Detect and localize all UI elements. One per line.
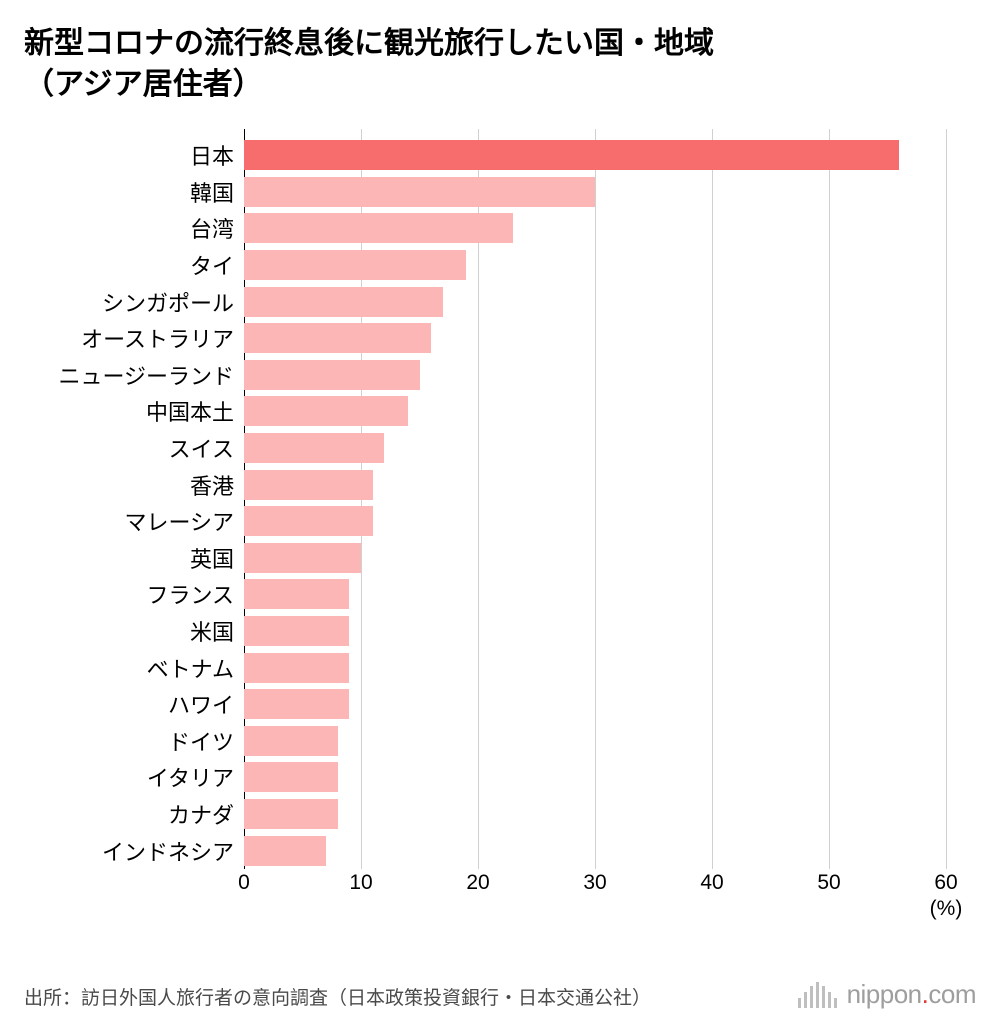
bar-label: 韓国 [24,176,244,208]
bar-label: スイス [24,432,244,464]
bar [244,579,349,609]
bar [244,177,595,207]
bar [244,762,338,792]
bar [244,323,431,353]
bar-row: スイス [244,430,946,467]
bar-row: イタリア [244,759,946,796]
bar-row: フランス [244,576,946,613]
bar-row: ニュージーランド [244,357,946,394]
nippon-logo: nippon.com [798,979,976,1010]
bar-label: シンガポール [24,286,244,318]
footer: 出所：訪日外国人旅行者の意向調査（日本政策投資銀行・日本交通公社） nippon… [24,979,976,1010]
bar [244,360,420,390]
bars-container: 日本韓国台湾タイシンガポールオーストラリアニュージーランド中国本土スイス香港マレ… [244,137,946,869]
bar-row: 台湾 [244,210,946,247]
chart-area: 日本韓国台湾タイシンガポールオーストラリアニュージーランド中国本土スイス香港マレ… [244,129,946,909]
bar [244,799,338,829]
bar-label: 英国 [24,542,244,574]
bar-row: 英国 [244,540,946,577]
bar-row: マレーシア [244,503,946,540]
logo-text-com: com [928,979,976,1010]
x-tick-label: 30 [583,871,606,895]
x-axis-unit: (%) [930,897,963,921]
bar-label: 日本 [24,139,244,171]
bar [244,543,361,573]
bar-row: タイ [244,247,946,284]
bar-label: イタリア [24,761,244,793]
bar [244,689,349,719]
bar-label: カナダ [24,798,244,830]
logo-text-main: nippon [847,979,922,1010]
bar [244,506,373,536]
bar-row: ドイツ [244,723,946,760]
bar-label: インドネシア [24,835,244,867]
x-tick-label: 40 [700,871,723,895]
bar-label: 香港 [24,469,244,501]
bar [244,396,408,426]
bar-label: ベトナム [24,652,244,684]
bar [244,470,373,500]
x-tick-label: 0 [238,871,250,895]
bar [244,726,338,756]
bar-label: ハワイ [24,688,244,720]
chart-title: 新型コロナの流行終息後に観光旅行したい国・地域 （アジア居住者） [24,24,976,105]
bar-label: 中国本土 [24,395,244,427]
x-tick-label: 20 [466,871,489,895]
bar-label: マレーシア [24,505,244,537]
bar-row: ハワイ [244,686,946,723]
title-line-2: （アジア居住者） [24,68,263,101]
x-tick-label: 60 [934,871,957,895]
x-tick-label: 10 [349,871,372,895]
bar [244,287,443,317]
bar-row: 米国 [244,613,946,650]
bar [244,250,466,280]
bar-label: ドイツ [24,725,244,757]
bar-row: カナダ [244,796,946,833]
title-line-1: 新型コロナの流行終息後に観光旅行したい国・地域 [24,27,714,60]
grid-line [946,129,947,869]
bar-row: 香港 [244,466,946,503]
bar-row: シンガポール [244,283,946,320]
bar-label: ニュージーランド [24,359,244,391]
bar-label: 台湾 [24,212,244,244]
x-tick-label: 50 [817,871,840,895]
bar-row: インドネシア [244,832,946,869]
logo-bars-icon [798,982,837,1008]
bar-row: 日本 [244,137,946,174]
bar [244,653,349,683]
bar-row: オーストラリア [244,320,946,357]
bar-label: フランス [24,578,244,610]
logo-text-dot: . [922,979,929,1010]
bar-label: オーストラリア [24,322,244,354]
bar-row: 中国本土 [244,393,946,430]
bar-row: 韓国 [244,174,946,211]
bar [244,140,899,170]
source-text: 出所：訪日外国人旅行者の意向調査（日本政策投資銀行・日本交通公社） [24,983,651,1010]
bar-row: ベトナム [244,649,946,686]
bar [244,213,513,243]
bar [244,433,384,463]
bar-label: タイ [24,249,244,281]
bar-label: 米国 [24,615,244,647]
bar [244,616,349,646]
bar [244,836,326,866]
